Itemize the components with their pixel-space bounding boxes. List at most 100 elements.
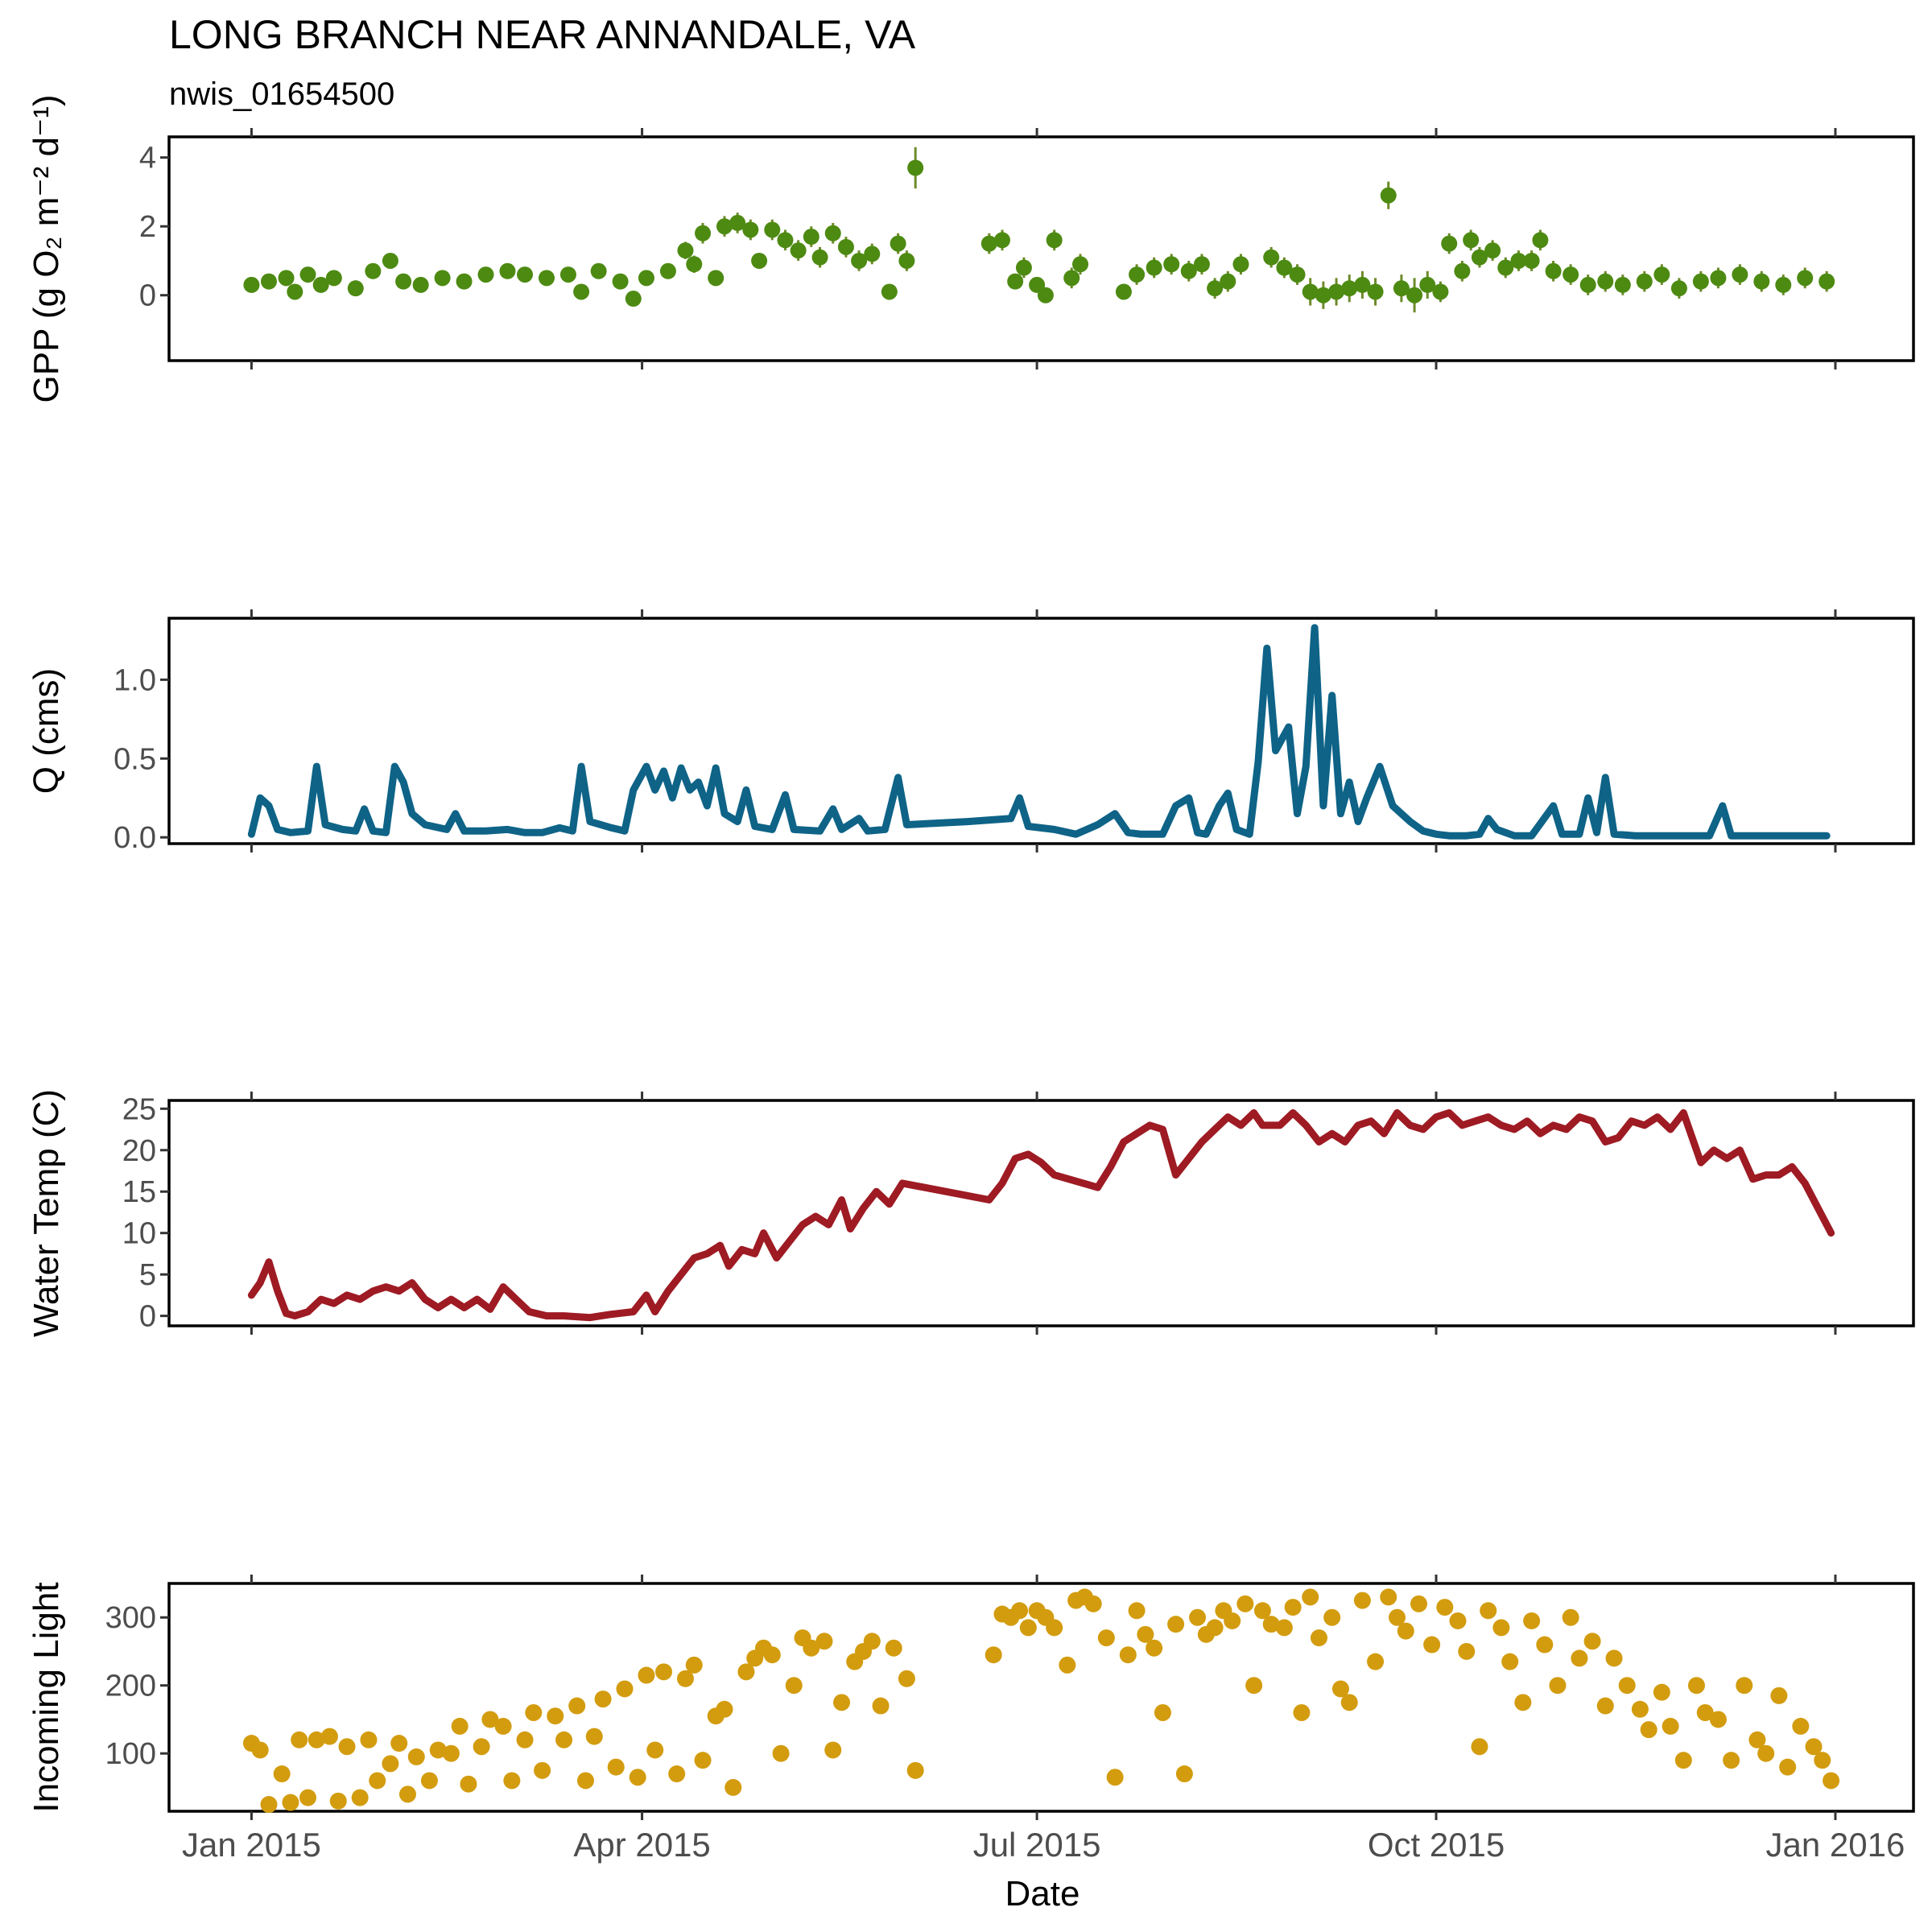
data-point	[1523, 1612, 1541, 1629]
data-point	[898, 1670, 915, 1687]
data-point	[1423, 1636, 1441, 1653]
data-point	[824, 225, 841, 242]
data-point	[1514, 1694, 1532, 1711]
data-point	[1119, 1646, 1137, 1664]
data-point	[1753, 273, 1770, 290]
data-point	[1245, 1677, 1263, 1695]
data-point	[282, 1794, 299, 1811]
panel-gpp: 0 2 4 GPP (g O₂ m⁻² d⁻¹)	[27, 95, 1915, 402]
data-point	[1458, 1642, 1476, 1660]
data-point	[1220, 273, 1236, 290]
data-point	[1106, 1769, 1124, 1786]
data-point	[1463, 232, 1480, 249]
data-point	[1571, 1649, 1588, 1667]
data-point	[1232, 256, 1249, 273]
data-point	[585, 1728, 603, 1745]
x-tick-label: Jul 2015	[973, 1826, 1101, 1864]
panel-frame	[167, 1582, 1915, 1813]
data-point	[1354, 276, 1371, 293]
data-point	[890, 235, 906, 252]
data-point	[1523, 252, 1540, 269]
data-point	[1137, 1625, 1154, 1643]
y-tick-label: 25	[122, 1092, 156, 1126]
data-point	[1614, 276, 1631, 293]
data-point	[1410, 1595, 1427, 1612]
y-tick-label: 0.0	[114, 821, 156, 855]
data-point	[398, 1785, 416, 1803]
data-point	[1284, 1599, 1302, 1616]
data-point	[1454, 262, 1471, 279]
data-point	[434, 270, 451, 287]
data-point	[412, 276, 429, 293]
data-point	[1397, 1622, 1414, 1640]
data-point	[1510, 252, 1527, 269]
data-point	[1389, 1608, 1406, 1626]
data-point	[724, 1778, 742, 1796]
y-tick-label: 10	[122, 1217, 156, 1251]
data-point	[1596, 1697, 1614, 1715]
data-point	[881, 283, 898, 300]
data-point	[685, 1656, 703, 1674]
data-point	[833, 1694, 851, 1711]
data-point	[885, 1639, 902, 1657]
x-tick-label: Jan 2015	[182, 1826, 321, 1864]
data-point	[243, 276, 260, 293]
data-point	[686, 256, 703, 273]
data-point	[851, 252, 868, 269]
data-point	[1380, 1588, 1397, 1606]
data-point	[1532, 232, 1549, 249]
data-point	[906, 1761, 924, 1779]
data-point	[1406, 287, 1423, 303]
data-point	[320, 1728, 338, 1745]
data-point	[494, 1717, 512, 1735]
data-point	[1492, 1619, 1510, 1637]
y-tick-label: 15	[122, 1175, 156, 1209]
data-point	[1770, 1686, 1788, 1704]
data-point	[1549, 1677, 1567, 1695]
data-point	[1015, 259, 1032, 276]
panels-group: 0 2 4 GPP (g O₂ m⁻² d⁻¹) 0.0 0.5 1.0 Q (cms) 0 5 1…	[27, 95, 1915, 1820]
y-tick-label: 0.5	[114, 742, 156, 776]
data-point	[1748, 1731, 1766, 1748]
data-point	[1046, 232, 1063, 249]
data-point	[1146, 1639, 1163, 1657]
data-point	[1046, 1619, 1063, 1637]
data-point	[347, 280, 364, 297]
data-point	[607, 1758, 625, 1776]
data-point	[1710, 270, 1727, 287]
data-point	[763, 1646, 781, 1664]
data-point	[407, 1748, 425, 1765]
data-point	[1805, 1738, 1823, 1756]
data-point	[1263, 249, 1280, 266]
data-point	[1353, 1591, 1371, 1609]
data-point	[395, 273, 412, 290]
data-point	[273, 1765, 291, 1783]
data-point	[481, 1711, 499, 1728]
data-point	[677, 242, 694, 259]
data-point	[907, 159, 924, 176]
data-point	[1302, 1588, 1319, 1606]
data-point	[594, 1690, 612, 1708]
y-tick-label: 4	[139, 142, 156, 175]
data-point	[1019, 1619, 1037, 1637]
series-line-temp	[247, 1108, 1835, 1322]
y-tick-label: 100	[105, 1737, 156, 1771]
data-point	[590, 262, 607, 279]
data-point	[1115, 283, 1132, 300]
data-point	[291, 1731, 308, 1748]
data-point	[516, 1731, 534, 1748]
data-point	[1072, 256, 1089, 273]
data-point	[1687, 1677, 1705, 1695]
data-point	[811, 249, 828, 266]
data-point	[1224, 1612, 1241, 1629]
data-point	[668, 1765, 686, 1783]
data-point	[1636, 273, 1653, 290]
data-point	[390, 1735, 408, 1752]
y-tick-label: 2	[139, 210, 156, 244]
y-axis-title: Q (cms)	[27, 668, 66, 794]
data-point	[1674, 1752, 1692, 1769]
data-point	[803, 1639, 820, 1657]
data-point	[1779, 1758, 1797, 1776]
data-point	[329, 1792, 347, 1810]
data-point	[1275, 1619, 1293, 1637]
